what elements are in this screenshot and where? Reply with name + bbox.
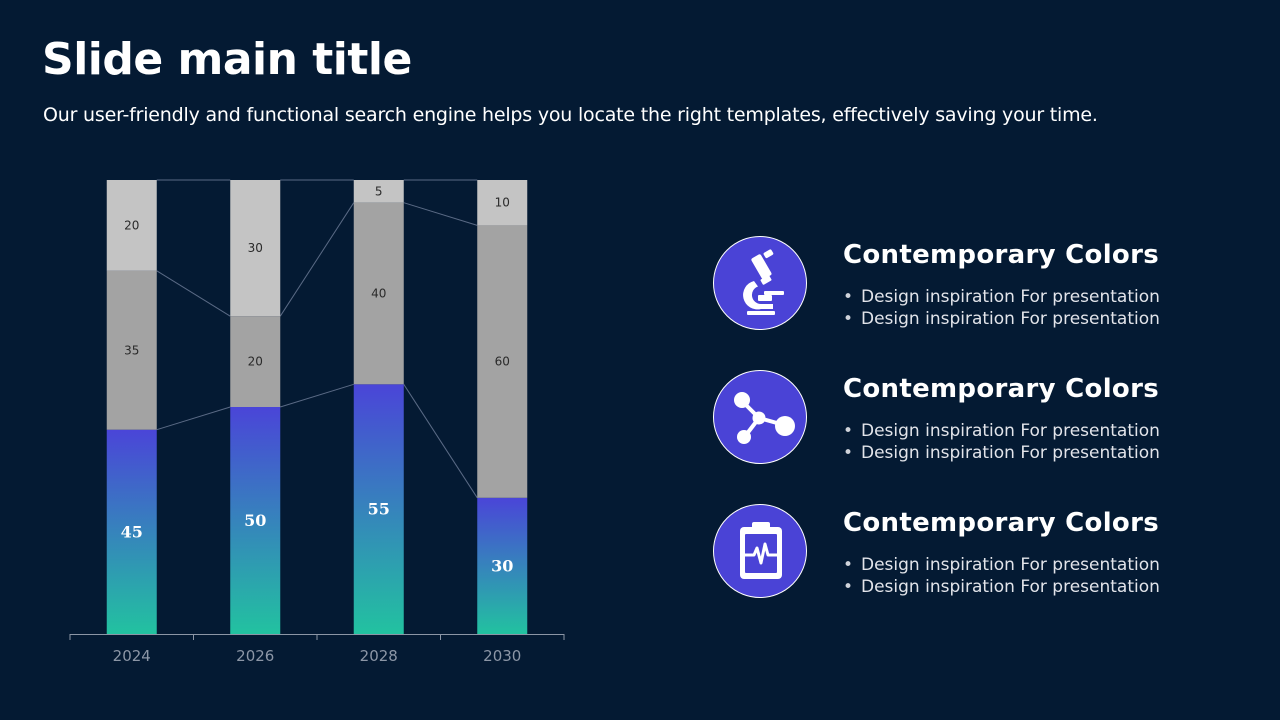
bar-segment: [477, 180, 528, 226]
feature-title: Contemporary Colors: [843, 240, 1159, 270]
feature-bullet: Design inspiration For presentation: [843, 554, 1160, 576]
feature-item: Contemporary Colors Design inspiration F…: [712, 504, 1252, 604]
series-connector-line: [280, 383, 354, 408]
series-connector-line: [403, 384, 478, 499]
feature-title: Contemporary Colors: [843, 374, 1159, 404]
bar-value-label: 20: [124, 218, 139, 232]
bar-value-label: 30: [248, 241, 263, 255]
clipboard-heartbeat-icon: [740, 522, 782, 579]
feature-icon-circle: [713, 236, 807, 330]
x-tick-label: 2026: [236, 647, 274, 665]
bar-segment: [106, 180, 157, 271]
molecule-icon: [734, 392, 795, 444]
series-connector-line: [156, 270, 231, 317]
feature-item: Contemporary Colors Design inspiration F…: [712, 370, 1252, 470]
bar-value-label: 50: [244, 511, 266, 530]
bar-value-label: 35: [124, 343, 139, 357]
slide-subtitle: Our user-friendly and functional search …: [43, 104, 1098, 126]
bar-value-label: 10: [495, 196, 510, 210]
bar-value-label: 45: [121, 522, 143, 541]
series-connector-line: [279, 202, 355, 317]
microscope-icon: [743, 249, 784, 315]
bar-segment: [106, 429, 157, 634]
bar-value-label: 30: [491, 556, 513, 575]
bar-segment: [230, 407, 281, 634]
series-connector-line: [403, 202, 478, 226]
bar-segment: [353, 202, 404, 385]
feature-bullet: Design inspiration For presentation: [843, 576, 1160, 598]
x-tick-label: 2024: [113, 647, 151, 665]
feature-bullet: Design inspiration For presentation: [843, 286, 1160, 308]
feature-bullets: Design inspiration For presentation Desi…: [843, 554, 1160, 598]
bar-value-label: 60: [495, 355, 510, 369]
bar-value-label: 5: [375, 184, 383, 198]
feature-title: Contemporary Colors: [843, 508, 1159, 538]
x-tick-label: 2028: [360, 647, 398, 665]
bar-value-label: 55: [368, 500, 390, 519]
feature-bullet: Design inspiration For presentation: [843, 308, 1160, 330]
bar-segment: [230, 316, 281, 407]
feature-icon-circle: [713, 504, 807, 598]
bar-segment: [477, 225, 528, 498]
feature-item: Contemporary Colors Design inspiration F…: [712, 236, 1252, 336]
feature-bullets: Design inspiration For presentation Desi…: [843, 420, 1160, 464]
feature-bullets: Design inspiration For presentation Desi…: [843, 286, 1160, 330]
bar-value-label: 40: [371, 287, 386, 301]
bar-segment: [353, 180, 404, 203]
feature-icon-circle: [713, 370, 807, 464]
series-connector-line: [156, 406, 231, 431]
slide-title: Slide main title: [42, 34, 412, 85]
x-tick-label: 2030: [483, 647, 521, 665]
bar-segment: [106, 270, 157, 430]
bar-segment: [353, 384, 404, 634]
feature-bullet: Design inspiration For presentation: [843, 420, 1160, 442]
bar-segment: [230, 180, 281, 317]
bar-value-label: 20: [248, 355, 263, 369]
bar-segment: [477, 497, 528, 634]
feature-bullet: Design inspiration For presentation: [843, 442, 1160, 464]
